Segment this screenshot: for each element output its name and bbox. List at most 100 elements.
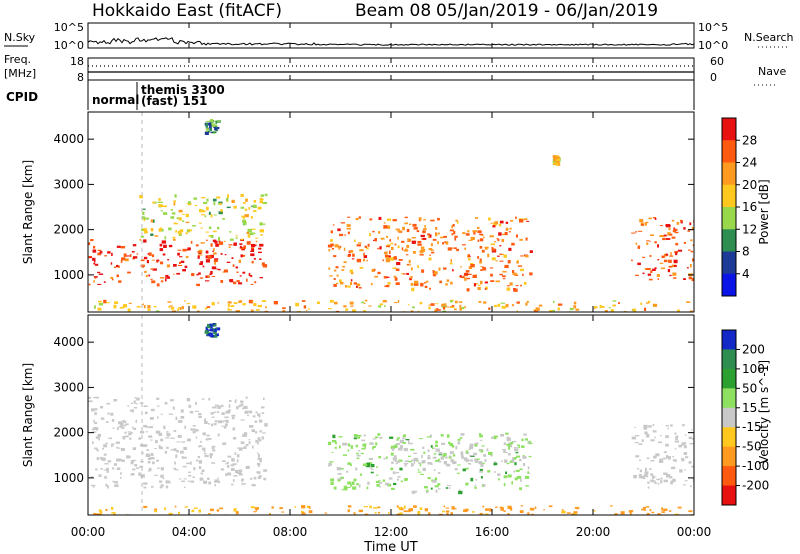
- data-cell: [690, 239, 693, 242]
- data-cell: [347, 231, 350, 235]
- data-cell: [410, 275, 413, 279]
- data-cell: [423, 451, 426, 454]
- data-cell: [519, 510, 524, 513]
- data-cell: [404, 216, 408, 219]
- data-cell: [688, 510, 693, 513]
- data-cell: [631, 436, 637, 440]
- data-cell: [110, 276, 114, 279]
- data-cell: [105, 467, 109, 470]
- data-cell: [164, 236, 167, 240]
- data-cell: [204, 418, 207, 422]
- data-cell: [195, 429, 199, 432]
- data-cell: [217, 302, 220, 304]
- data-cell: [98, 474, 102, 477]
- data-cell: [192, 225, 196, 227]
- data-cell: [495, 506, 498, 508]
- data-cell: [635, 435, 640, 437]
- data-cell: [535, 307, 540, 311]
- data-cell: [250, 283, 254, 285]
- data-cell: [399, 445, 403, 449]
- data-cell: [236, 406, 239, 410]
- data-cell: [349, 301, 354, 305]
- data-cell: [516, 444, 520, 446]
- data-cell: [347, 254, 351, 257]
- data-cell: [443, 235, 447, 238]
- colorbar-swatch: [722, 184, 736, 208]
- data-cell: [371, 469, 374, 471]
- data-cell: [553, 157, 557, 160]
- data-cell: [449, 451, 454, 455]
- data-cell: [94, 263, 99, 266]
- data-cell: [169, 305, 173, 307]
- data-cell: [386, 276, 390, 278]
- data-cell: [441, 442, 446, 445]
- y-tick-label: 2000: [53, 223, 84, 237]
- data-cell: [127, 405, 130, 407]
- data-cell: [214, 420, 218, 423]
- data-cell: [657, 513, 661, 515]
- data-cell: [264, 193, 268, 197]
- data-cell: [232, 427, 236, 431]
- data-cell: [637, 262, 641, 266]
- data-cell: [245, 465, 250, 469]
- data-cell: [644, 222, 647, 226]
- data-cell: [490, 273, 493, 277]
- data-cell: [338, 436, 343, 438]
- data-cell: [683, 278, 686, 280]
- data-cell: [91, 428, 96, 431]
- data-cell: [181, 306, 184, 310]
- data-cell: [362, 444, 367, 447]
- data-cell: [107, 251, 111, 254]
- data-cell: [464, 273, 469, 275]
- data-cell: [129, 254, 132, 257]
- data-cell: [403, 462, 409, 465]
- data-cell: [170, 216, 175, 219]
- data-cell: [120, 246, 126, 249]
- data-cell: [101, 457, 106, 461]
- data-cell: [166, 433, 171, 437]
- data-cell: [394, 460, 398, 462]
- data-cell: [143, 405, 148, 407]
- data-cell: [467, 254, 470, 258]
- x-axis-label: Time UT: [363, 540, 417, 554]
- data-cell: [495, 260, 498, 262]
- data-cell: [93, 245, 96, 249]
- data-cell: [251, 429, 255, 432]
- data-cell: [430, 463, 433, 465]
- data-cell: [674, 250, 678, 254]
- data-cell: [134, 397, 137, 399]
- data-cell: [240, 441, 245, 444]
- data-cell: [184, 300, 186, 302]
- data-cell: [385, 456, 388, 459]
- data-cell: [648, 217, 652, 220]
- data-cell: [640, 223, 644, 226]
- data-cell: [375, 480, 380, 483]
- data-cell: [345, 308, 349, 311]
- data-cell: [248, 441, 251, 445]
- data-cell: [201, 469, 205, 472]
- data-cell: [210, 214, 213, 218]
- data-cell: [412, 306, 415, 309]
- data-cell: [408, 442, 412, 445]
- data-cell: [336, 274, 339, 277]
- data-cell: [364, 445, 366, 449]
- data-cell: [334, 244, 339, 248]
- data-cell: [258, 247, 262, 250]
- data-cell: [468, 258, 471, 261]
- data-cell: [93, 513, 96, 515]
- data-cell: [507, 285, 510, 287]
- data-cell: [97, 252, 102, 256]
- data-cell: [190, 461, 192, 465]
- data-cell: [377, 506, 381, 509]
- data-cell: [432, 238, 437, 241]
- data-cell: [151, 485, 154, 488]
- data-cell: [620, 511, 625, 515]
- data-cell: [106, 469, 109, 473]
- data-cell: [671, 220, 675, 222]
- data-cell: [250, 250, 255, 252]
- data-cell: [94, 422, 98, 425]
- data-cell: [259, 200, 264, 204]
- data-cell: [516, 261, 519, 264]
- data-cell: [688, 276, 692, 280]
